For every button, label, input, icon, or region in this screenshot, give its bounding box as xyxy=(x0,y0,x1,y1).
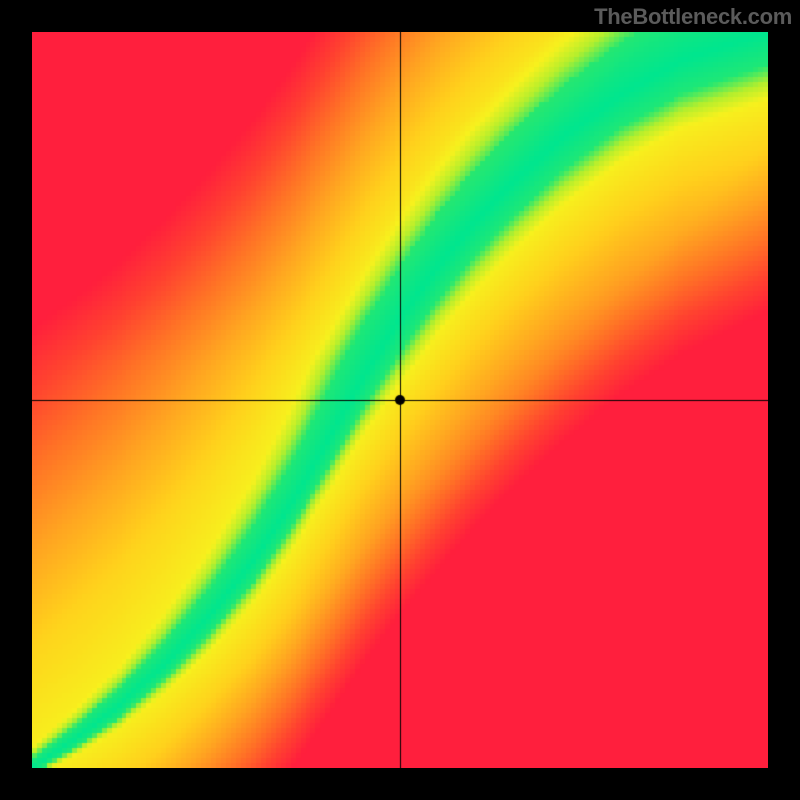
watermark-text: TheBottleneck.com xyxy=(594,4,792,30)
bottleneck-heatmap xyxy=(32,32,768,768)
